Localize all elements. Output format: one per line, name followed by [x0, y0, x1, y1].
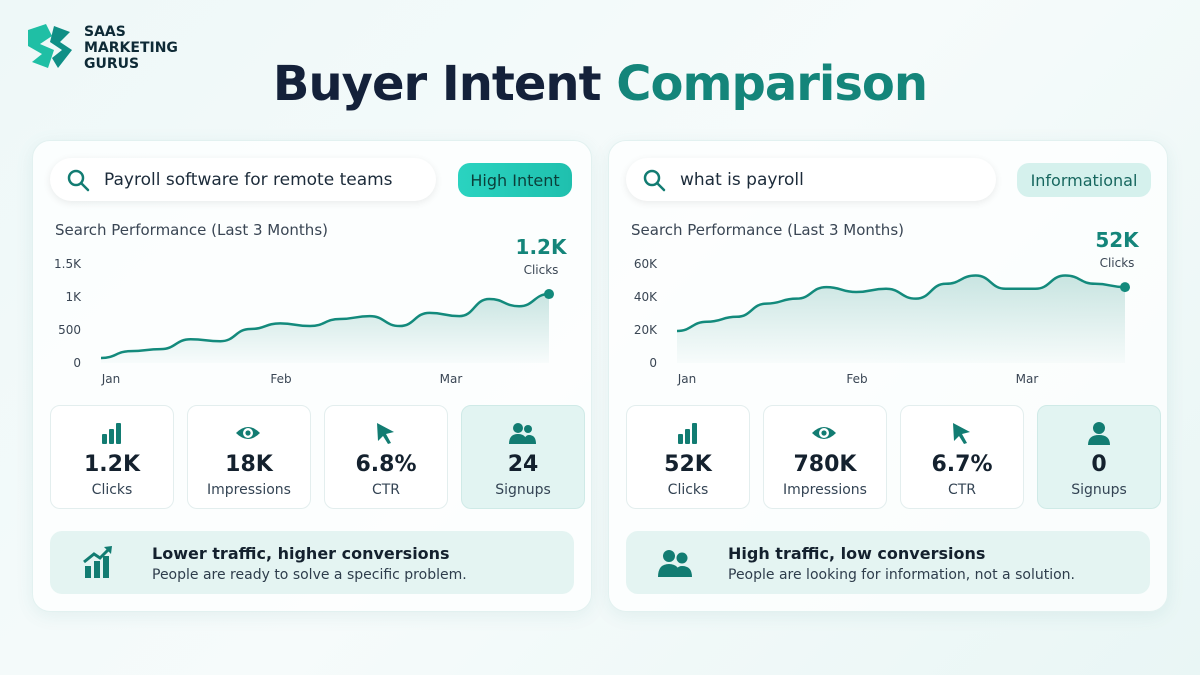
end-unit: Clicks: [524, 263, 559, 277]
stat-icon: [1088, 422, 1110, 445]
insight-text: People are ready to solve a specific pro…: [152, 567, 467, 583]
title: Buyer Intent Comparison: [0, 56, 1200, 112]
stat-label: Signups: [495, 482, 551, 498]
stat-icon: [377, 423, 394, 444]
stat-icon: [102, 423, 121, 444]
line: [676, 274, 1126, 333]
insight-box: Lower traffic, higher conversions People …: [50, 531, 574, 594]
line: [100, 292, 550, 360]
search-icon: [67, 169, 90, 191]
stat-value: 780K: [793, 452, 857, 477]
stat-icon: [953, 423, 970, 444]
search-query: Payroll software for remote teams: [104, 169, 393, 190]
logo-icon: [28, 24, 72, 68]
stat-card: 1.2K Clicks: [50, 405, 174, 509]
brand-line: GURUS: [84, 56, 140, 72]
stat-icon: [812, 427, 836, 439]
line-chart: Search Performance (Last 3 Months) 0 20K 40…: [631, 221, 1140, 386]
x-tick-label: Mar: [1016, 372, 1039, 386]
brand: SAAS MARKETING GURUS: [84, 24, 178, 72]
stat-card: 18K Impressions: [187, 405, 311, 509]
stat-value: 18K: [225, 452, 273, 477]
stat-label: CTR: [947, 482, 977, 498]
insight-icon: [658, 550, 692, 577]
stat-label: Signups: [1071, 482, 1127, 498]
stat-card: 6.8% CTR: [324, 405, 448, 509]
line-area: [101, 294, 549, 363]
stat-label: Clicks: [91, 482, 133, 498]
search-box: Payroll software for remote teams: [50, 158, 436, 201]
chart-title: Search Performance (Last 3 Months): [55, 221, 328, 239]
x-tick-label: Mar: [440, 372, 463, 386]
y-tick-label: 1K: [65, 290, 82, 304]
stat-icon: [236, 427, 260, 439]
stat-label: Clicks: [667, 482, 709, 498]
stat-value: 0: [1091, 452, 1107, 477]
insight-heading: Lower traffic, higher conversions: [152, 544, 450, 563]
stat-value: 52K: [664, 452, 712, 477]
y-tick-label: 500: [58, 323, 81, 337]
stat-card: 0 Signups: [1037, 405, 1161, 509]
title-part: Comparison: [616, 56, 928, 112]
stat-card: 780K Impressions: [763, 405, 887, 509]
stat-value: 6.7%: [931, 452, 993, 477]
insight-icon: [83, 546, 112, 578]
brand-line: SAAS: [84, 24, 126, 40]
insight-heading: High traffic, low conversions: [728, 544, 986, 563]
stat-label: Impressions: [207, 482, 291, 498]
insight-text: People are looking for information, not …: [728, 567, 1075, 583]
end-point: [1120, 282, 1130, 293]
y-tick-label: 60K: [634, 257, 658, 271]
line-area: [677, 275, 1125, 363]
stat-card: 24 Signups: [461, 405, 585, 509]
chart-title: Search Performance (Last 3 Months): [631, 221, 904, 239]
end-label: 52K: [1095, 228, 1140, 252]
panel: what is payroll Informational Search Perfo…: [608, 140, 1168, 612]
stat-value: 6.8%: [355, 452, 417, 477]
stat-value: 24: [507, 452, 539, 477]
x-tick-label: Jan: [101, 372, 121, 386]
y-tick-label: 0: [73, 356, 81, 370]
search-box: what is payroll: [626, 158, 996, 201]
intent-badge: Informational: [1017, 163, 1151, 197]
x-tick-label: Feb: [846, 372, 867, 386]
stat-icon: [678, 423, 697, 444]
stat-icon: [509, 423, 536, 444]
stat-card: 52K Clicks: [626, 405, 750, 509]
insight-box: High traffic, low conversions People are …: [626, 531, 1150, 594]
intent-badge: High Intent: [458, 163, 572, 197]
y-tick-label: 0: [649, 356, 657, 370]
y-tick-label: 40K: [634, 290, 658, 304]
stat-value: 1.2K: [83, 452, 141, 477]
search-icon: [643, 169, 666, 191]
end-unit: Clicks: [1100, 256, 1135, 270]
x-tick-label: Feb: [270, 372, 291, 386]
y-tick-label: 20K: [634, 323, 658, 337]
search-query: what is payroll: [680, 169, 804, 190]
end-label: 1.2K: [516, 235, 568, 259]
end-point: [544, 289, 554, 300]
stat-card: 6.7% CTR: [900, 405, 1024, 509]
stat-label: CTR: [371, 482, 401, 498]
y-tick-label: 1.5K: [54, 257, 82, 271]
line-chart: Search Performance (Last 3 Months) 0 500 1K…: [54, 221, 568, 386]
panel: Payroll software for remote teams High In…: [32, 140, 592, 612]
x-tick-label: Jan: [677, 372, 697, 386]
title-part: Buyer Intent: [272, 56, 602, 112]
brand-line: MARKETING: [84, 40, 178, 56]
stat-label: Impressions: [783, 482, 867, 498]
